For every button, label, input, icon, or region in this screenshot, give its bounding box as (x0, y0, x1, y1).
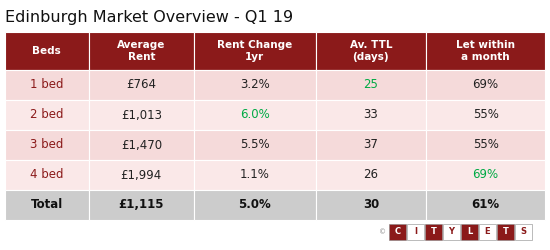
Text: I: I (414, 228, 417, 236)
Text: Beds: Beds (32, 46, 61, 56)
Text: 69%: 69% (472, 78, 499, 92)
Text: 2 bed: 2 bed (30, 108, 64, 122)
Text: 3.2%: 3.2% (240, 78, 270, 92)
Text: 37: 37 (364, 138, 378, 151)
Text: 33: 33 (364, 108, 378, 122)
Text: 61%: 61% (471, 198, 499, 211)
Text: 30: 30 (363, 198, 379, 211)
Text: 55%: 55% (472, 108, 498, 122)
Text: 5.5%: 5.5% (240, 138, 270, 151)
Text: £1,013: £1,013 (121, 108, 162, 122)
Text: S: S (520, 228, 526, 236)
Text: ©: © (379, 229, 387, 235)
Text: L: L (467, 228, 472, 236)
Text: C: C (394, 228, 400, 236)
Text: E: E (485, 228, 490, 236)
Text: £1,470: £1,470 (121, 138, 162, 151)
Text: £1,115: £1,115 (119, 198, 164, 211)
Text: 25: 25 (364, 78, 378, 92)
Text: Rent Change
1yr: Rent Change 1yr (217, 40, 293, 62)
Text: Edinburgh Market Overview - Q1 19: Edinburgh Market Overview - Q1 19 (5, 10, 293, 25)
Text: 69%: 69% (472, 168, 499, 181)
Text: £1,994: £1,994 (121, 168, 162, 181)
Text: Av. TTL
(days): Av. TTL (days) (350, 40, 392, 62)
Text: 4 bed: 4 bed (30, 168, 64, 181)
Text: Total: Total (31, 198, 63, 211)
Text: 5.0%: 5.0% (238, 198, 271, 211)
Text: £764: £764 (126, 78, 156, 92)
Text: T: T (503, 228, 508, 236)
Text: 3 bed: 3 bed (30, 138, 64, 151)
Text: 55%: 55% (472, 138, 498, 151)
Text: 1.1%: 1.1% (240, 168, 270, 181)
Text: Y: Y (448, 228, 454, 236)
Text: T: T (431, 228, 437, 236)
Text: 26: 26 (364, 168, 378, 181)
Text: 6.0%: 6.0% (240, 108, 270, 122)
Text: 1 bed: 1 bed (30, 78, 64, 92)
Text: Average
Rent: Average Rent (117, 40, 166, 62)
Text: Let within
a month: Let within a month (456, 40, 515, 62)
